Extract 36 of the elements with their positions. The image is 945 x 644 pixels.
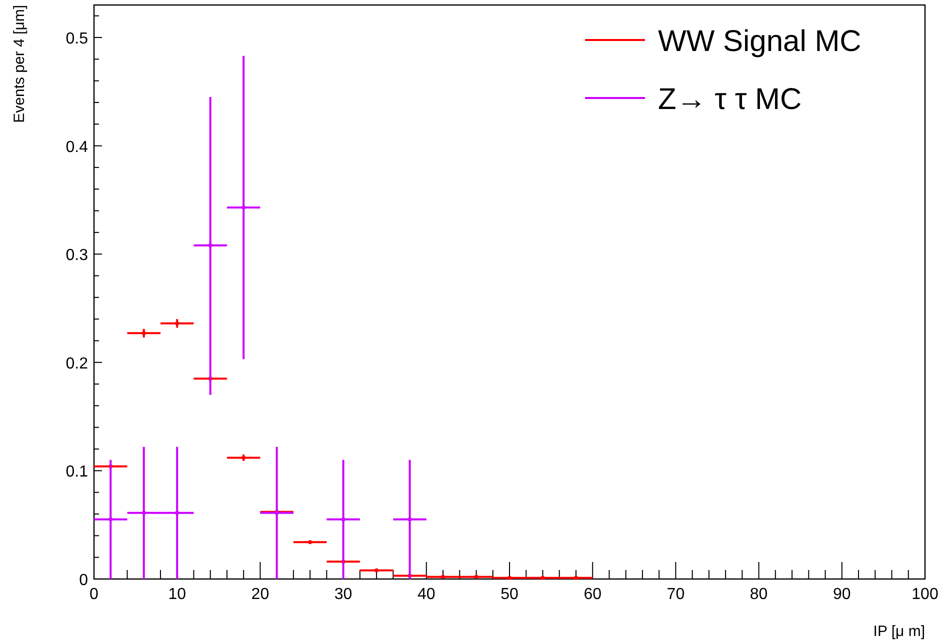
x-tick-label: 60 <box>584 586 602 603</box>
legend-label: Z→ τ τ MC <box>658 83 802 116</box>
point <box>242 206 246 210</box>
x-tick-label: 10 <box>168 586 186 603</box>
point <box>374 568 379 572</box>
point <box>142 331 146 336</box>
y-tick-label: 0.5 <box>66 30 88 48</box>
point <box>142 510 146 515</box>
point <box>441 574 446 579</box>
y-tick-label: 0.1 <box>66 464 88 481</box>
y-tick-label: 0.3 <box>66 247 88 264</box>
point <box>540 576 545 580</box>
point <box>175 510 180 515</box>
y-tick-label: 0 <box>79 572 88 589</box>
point <box>474 574 478 579</box>
point <box>208 243 212 248</box>
point <box>341 517 346 522</box>
legend-label: WW Signal MC <box>658 25 862 58</box>
point <box>108 517 113 522</box>
point <box>175 321 180 326</box>
point <box>574 576 578 580</box>
x-tick-label: 100 <box>912 586 938 603</box>
x-axis-title: IP [μ m] <box>873 623 925 640</box>
x-tick-label: 80 <box>750 586 768 603</box>
x-tick-label: 40 <box>418 586 436 603</box>
point <box>408 517 412 522</box>
point <box>508 576 512 580</box>
x-tick-label: 30 <box>334 586 352 603</box>
x-tick-label: 90 <box>833 586 851 603</box>
y-axis-title: Events per 4 [μm] <box>11 5 28 123</box>
x-tick-label: 20 <box>251 586 270 603</box>
y-tick-label: 0.4 <box>66 138 88 156</box>
x-tick-label: 50 <box>500 586 518 603</box>
x-tick-label: 70 <box>666 586 685 603</box>
y-tick-label: 0.2 <box>66 355 88 372</box>
x-tick-label: 0 <box>90 586 99 603</box>
